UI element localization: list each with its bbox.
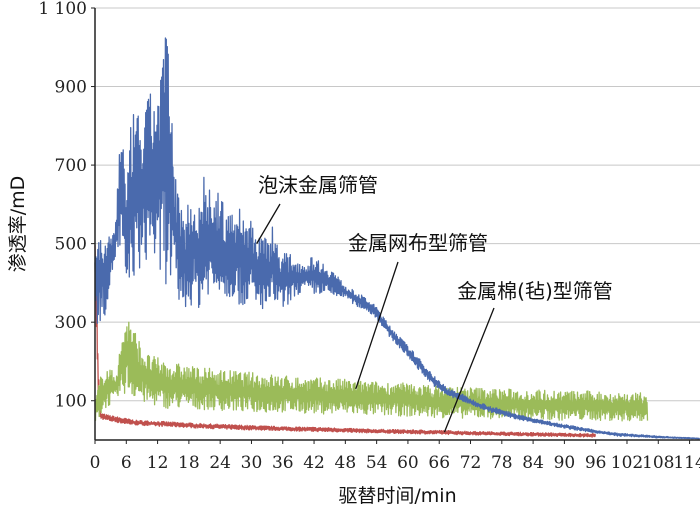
y-tick-label: 100 xyxy=(55,392,87,412)
x-tick-label: 72 xyxy=(460,453,482,473)
annotation-label: 金属棉(毡)型筛管 xyxy=(457,279,613,303)
x-tick-label: 96 xyxy=(585,453,607,473)
x-tick-label: 0 xyxy=(90,453,101,473)
annotation-label: 泡沫金属筛管 xyxy=(258,173,378,197)
x-tick-label: 36 xyxy=(272,453,294,473)
x-tick-label: 24 xyxy=(209,453,231,473)
series-line-1 xyxy=(94,37,700,440)
x-tick-label: 54 xyxy=(366,453,388,473)
x-tick-label: 90 xyxy=(554,453,576,473)
x-tick-label: 102 xyxy=(611,453,643,473)
tick-labels: 100 300 500 700 900 1 100 0 6 12 18 24 30 36 42 48 54 60… xyxy=(38,0,700,473)
x-tick-label: 84 xyxy=(522,453,544,473)
y-tick-label: 700 xyxy=(55,156,87,176)
series-line-3 xyxy=(94,245,597,438)
x-tick-label: 42 xyxy=(303,453,325,473)
x-tick-label: 60 xyxy=(397,453,419,473)
annotation-leader-line xyxy=(256,203,281,244)
annotation-leader-line xyxy=(355,261,399,390)
x-tick-label: 48 xyxy=(335,453,357,473)
y-tick-label: 500 xyxy=(55,235,87,255)
y-axis-title: 渗透率/mD xyxy=(7,176,29,273)
y-tick-label: 900 xyxy=(55,78,87,98)
x-tick-label: 78 xyxy=(491,453,513,473)
x-tick-label: 30 xyxy=(241,453,263,473)
x-tick-label: 12 xyxy=(147,453,169,473)
y-tick-label: 1 100 xyxy=(38,0,87,19)
x-axis-title: 驱替时间/min xyxy=(338,485,456,507)
x-tick-label: 18 xyxy=(178,453,200,473)
x-tick-label: 66 xyxy=(428,453,450,473)
x-tick-label: 114 xyxy=(673,453,700,473)
annotation-leader-line xyxy=(443,307,495,433)
axes xyxy=(91,7,700,444)
series-line-2 xyxy=(94,321,649,422)
x-tick-label: 6 xyxy=(121,453,132,473)
y-tick-label: 300 xyxy=(55,313,87,333)
series-layer xyxy=(94,37,700,440)
annotation-label: 金属网布型筛管 xyxy=(348,231,488,255)
x-tick-label: 108 xyxy=(642,453,674,473)
